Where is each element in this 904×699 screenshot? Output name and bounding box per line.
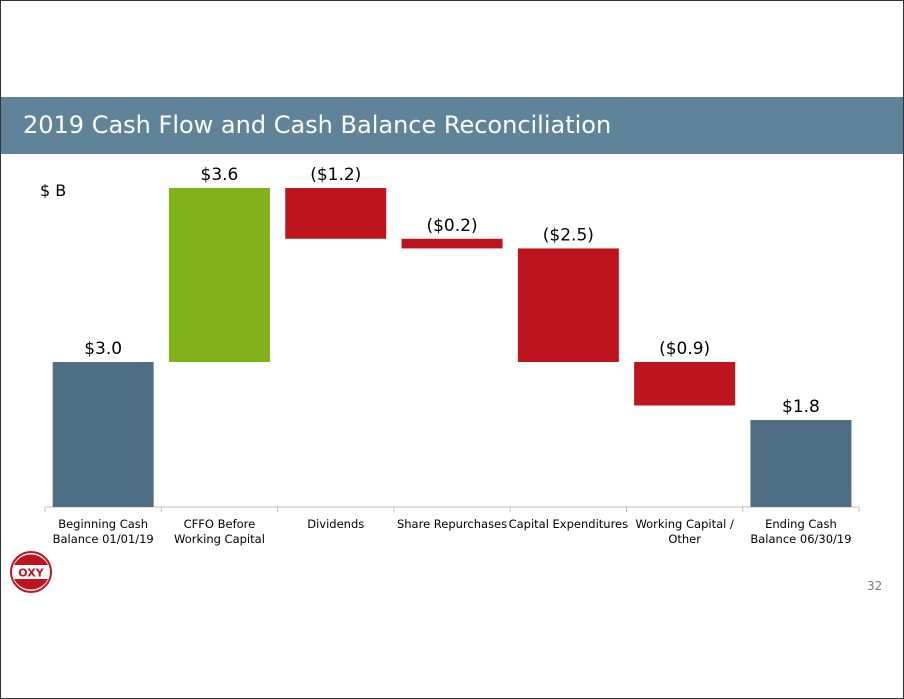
x-tick-label-7: Ending Cash Balance 06/30/19 bbox=[750, 517, 851, 546]
value-label-1: $3.0 bbox=[84, 339, 122, 359]
x-tick-label-5: Capital Expenditures bbox=[509, 517, 629, 531]
x-tick-label-3: Dividends bbox=[307, 517, 364, 531]
x-tick-label-4: Share Repurchases bbox=[397, 517, 507, 531]
slide-title: 2019 Cash Flow and Cash Balance Reconcil… bbox=[23, 111, 612, 139]
bar-5 bbox=[517, 248, 619, 362]
x-tick-label-2: CFFO Before Working Capital bbox=[174, 517, 265, 546]
bar-1 bbox=[52, 362, 154, 507]
bar-2 bbox=[168, 188, 270, 362]
bar-7 bbox=[750, 420, 852, 507]
page-number: 32 bbox=[867, 579, 883, 593]
bar-3 bbox=[285, 188, 387, 239]
bar-4 bbox=[401, 238, 503, 249]
waterfall-chart: $3.0 Beginning Cash Balance 01/01/19 $3.6 CF… bbox=[44, 165, 860, 546]
oxy-logo-icon: OXY bbox=[10, 551, 52, 593]
x-tick-label-6: Working Capital / Other bbox=[635, 517, 734, 546]
value-label-5: ($2.5) bbox=[543, 225, 594, 245]
value-label-2: $3.6 bbox=[201, 165, 239, 185]
value-label-4: ($0.2) bbox=[426, 216, 477, 236]
logo-text: OXY bbox=[18, 567, 44, 580]
title-bar: 2019 Cash Flow and Cash Balance Reconcil… bbox=[1, 97, 903, 154]
value-label-3: ($1.2) bbox=[310, 165, 361, 185]
value-label-7: $1.8 bbox=[782, 397, 820, 417]
bar-6 bbox=[634, 362, 736, 406]
x-tick-label-1: Beginning Cash Balance 01/01/19 bbox=[53, 517, 154, 546]
value-label-6: ($0.9) bbox=[659, 339, 710, 359]
unit-label: $ B bbox=[40, 181, 67, 200]
